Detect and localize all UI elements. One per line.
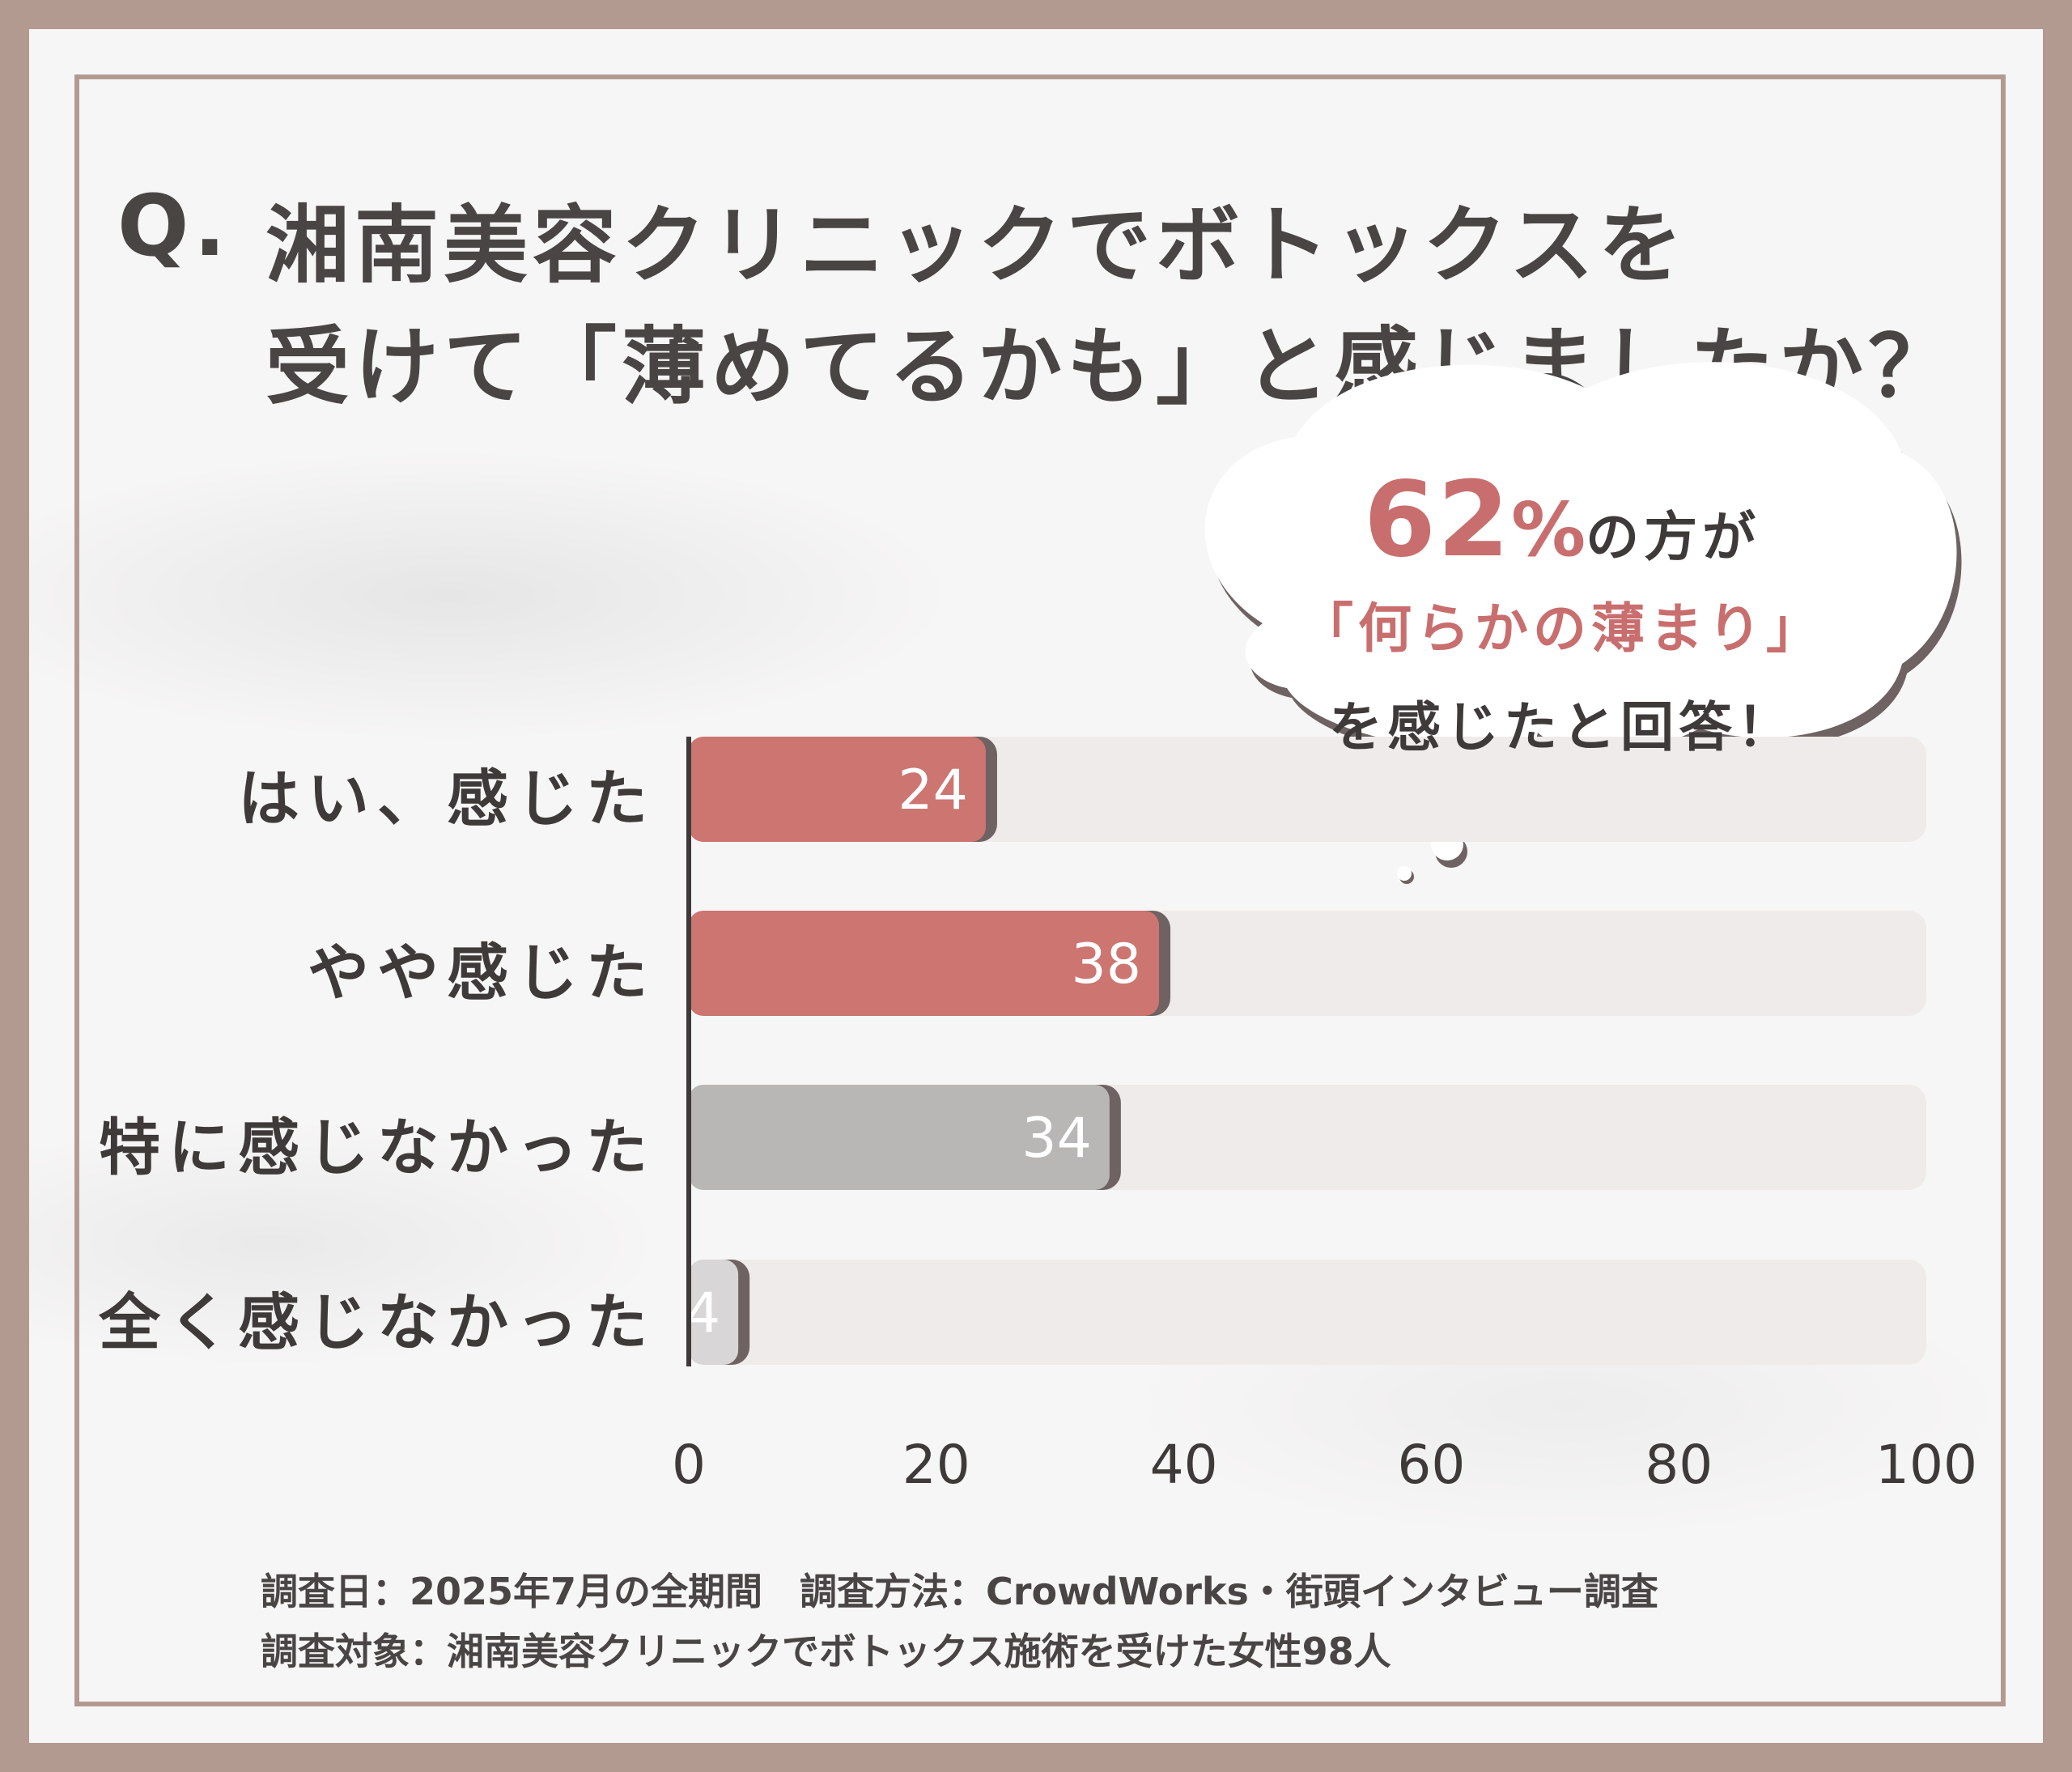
- thought-dot-small: [1397, 866, 1412, 881]
- survey-note-line-1: 調査日：2025年7月の全期間 調査方法：CrowdWorks・街頭インタビュー…: [261, 1570, 1658, 1613]
- bar: [689, 1260, 739, 1365]
- title-question-marker: Q.: [117, 176, 231, 275]
- callout-percent: 62: [1363, 460, 1511, 580]
- bar: [689, 1085, 1110, 1190]
- callout-text: 62%の方が 「何らかの薄まり」 を感じたと回答！: [1198, 460, 1926, 762]
- category-label-not-at-all: 全く感じなかった: [99, 1286, 656, 1358]
- bar: [689, 911, 1160, 1016]
- bar-track: [689, 1260, 1926, 1365]
- chart-card: [29, 29, 2043, 1743]
- callout-line-3: を感じたと回答！: [1329, 696, 1795, 759]
- survey-note-line-2: 調査対象：湘南美容クリニックでボトックス施術を受けた女性98人: [261, 1630, 1391, 1673]
- bar-value-label: 24: [898, 759, 968, 822]
- chart-title-line-1: 湘南美容クリニックでボトックスを: [265, 196, 1688, 295]
- callout-line-1: 62%の方が: [1198, 460, 1926, 580]
- category-label-somewhat: やや感じた: [308, 937, 656, 1009]
- x-tick-label: 20: [902, 1434, 970, 1496]
- x-tick-label: 0: [672, 1434, 706, 1496]
- x-tick-label: 40: [1150, 1434, 1218, 1496]
- bar-value-label: 4: [686, 1281, 720, 1345]
- x-tick-label: 80: [1645, 1434, 1713, 1496]
- bar-value-label: 38: [1071, 933, 1141, 996]
- callout-percent-sign: %: [1510, 487, 1586, 573]
- x-tick-label: 100: [1875, 1434, 1977, 1496]
- bar-value-label: 34: [1021, 1107, 1092, 1171]
- callout-line-2: 「何らかの薄まり」: [1300, 597, 1824, 660]
- callout-line-1-suffix: の方が: [1586, 506, 1761, 568]
- category-label-yes: はい、感じた: [238, 763, 656, 835]
- thought-bubble: [1204, 362, 1962, 884]
- bar: [689, 737, 986, 842]
- x-tick-label: 60: [1397, 1434, 1465, 1496]
- category-label-not-really: 特に感じなかった: [99, 1111, 656, 1183]
- thought-bubble-body: [1204, 362, 1957, 807]
- bar-track: [689, 737, 1926, 842]
